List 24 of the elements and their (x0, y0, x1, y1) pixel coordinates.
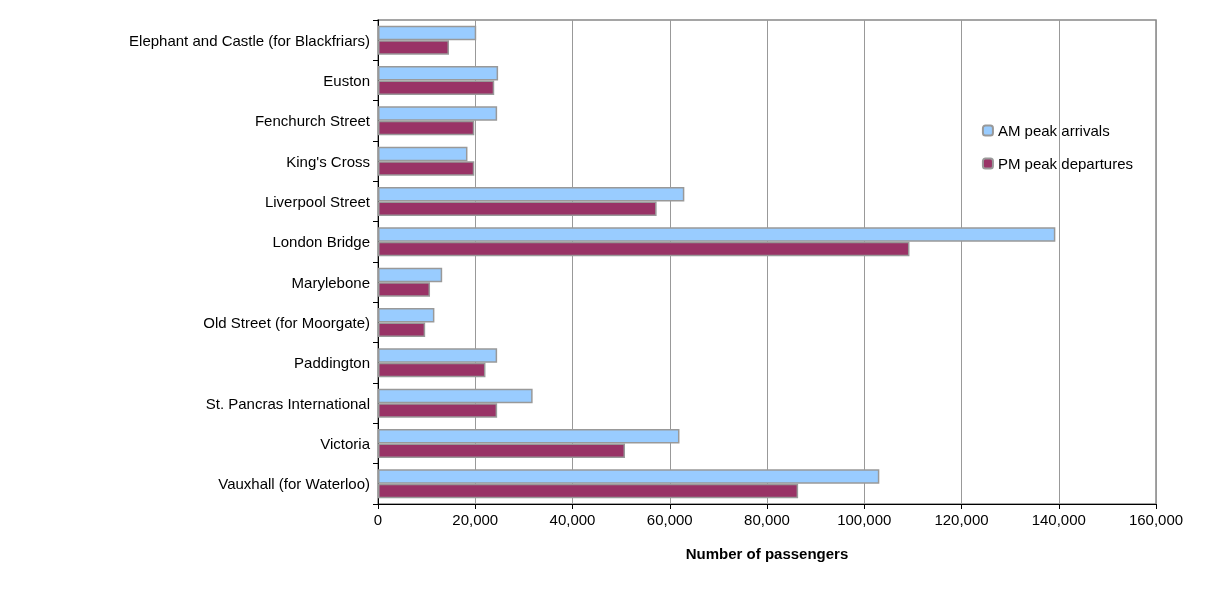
legend-label: AM peak arrivals (997, 122, 1110, 139)
y-tick-label: Vauxhall (for Waterloo) (218, 475, 370, 493)
y-tick-label: St. Pancras International (205, 394, 370, 412)
y-tick-label: Liverpool Street (264, 193, 371, 210)
x-tick-label: 0 (373, 511, 383, 528)
x-tick-label: 80,000 (744, 511, 790, 528)
x-tick-label: 20,000 (452, 511, 499, 528)
y-tick-label: London Bridge (272, 233, 370, 251)
y-tick-label: King's Cross (286, 152, 370, 170)
legend-label: PM peak departures (997, 155, 1133, 172)
x-tick-label: 120,000 (934, 511, 989, 528)
x-axis-title: Number of passengers (685, 545, 849, 562)
y-tick-label: Euston (323, 72, 370, 89)
x-tick-label: 40,000 (549, 511, 596, 528)
y-tick-label: Old Street (for Moorgate) (203, 314, 370, 331)
y-tick-label: Paddington (294, 354, 370, 372)
x-tick-label: 60,000 (646, 511, 693, 528)
y-tick-label: Marylebone (291, 273, 370, 291)
y-tick-label: Elephant and Castle (for Blackfriars) (129, 31, 370, 49)
y-tick-label: Victoria (320, 435, 371, 452)
x-tick-label: 140,000 (1031, 511, 1086, 528)
x-tick-label: 160,000 (1128, 511, 1184, 528)
x-tick-label: 100,000 (837, 511, 892, 528)
y-tick-label: Fenchurch Street (254, 112, 371, 130)
